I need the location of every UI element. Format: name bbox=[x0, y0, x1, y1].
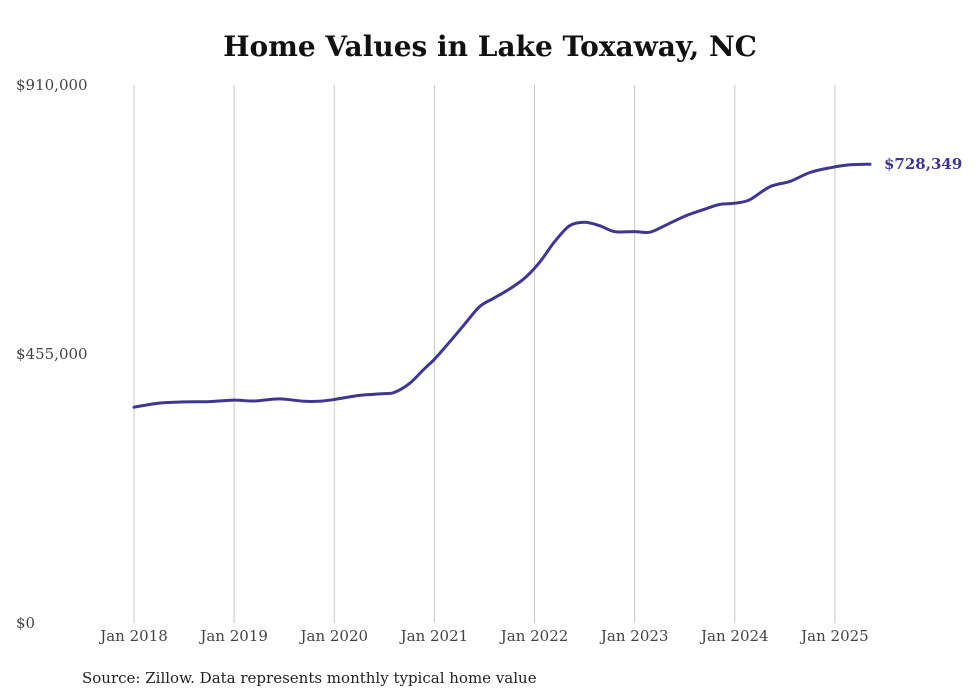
series-line bbox=[132, 162, 872, 409]
y-axis-ticks: $0 $455,000 $910,000 bbox=[16, 76, 88, 632]
y-tick-label: $910,000 bbox=[16, 76, 88, 94]
x-tick-label: Jan 2020 bbox=[298, 627, 368, 645]
chart-title: Home Values in Lake Toxaway, NC bbox=[223, 30, 757, 63]
x-axis-ticks: Jan 2018 Jan 2019 Jan 2020 Jan 2021 Jan 2022… bbox=[98, 627, 869, 645]
y-tick-label: $455,000 bbox=[16, 345, 88, 363]
x-tick-label: Jan 2024 bbox=[699, 627, 769, 645]
x-tick-label: Jan 2023 bbox=[599, 627, 669, 645]
x-tick-label: Jan 2021 bbox=[399, 627, 469, 645]
source-note: Source: Zillow. Data represents monthly … bbox=[82, 669, 537, 687]
x-tick-label: Jan 2025 bbox=[799, 627, 869, 645]
x-tick-label: Jan 2019 bbox=[198, 627, 268, 645]
x-tick-label: Jan 2022 bbox=[499, 627, 569, 645]
end-value-label: $728,349 bbox=[884, 155, 962, 173]
y-tick-label: $0 bbox=[16, 614, 35, 632]
x-tick-label: Jan 2018 bbox=[98, 627, 168, 645]
grid-lines bbox=[133, 85, 836, 623]
series-layer: $728,349 bbox=[132, 155, 962, 409]
